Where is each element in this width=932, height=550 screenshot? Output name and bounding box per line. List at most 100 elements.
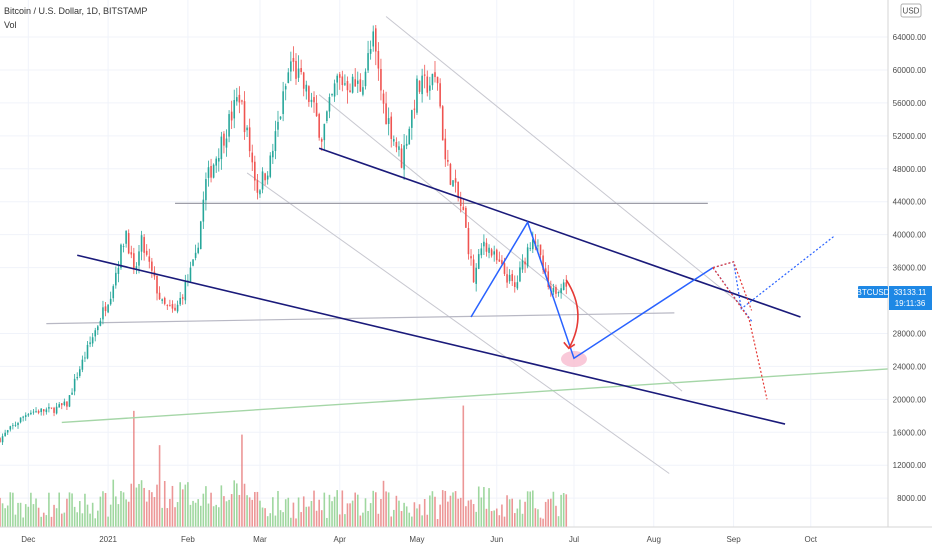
candle-body (272, 150, 274, 158)
volume-bar (40, 516, 42, 527)
volume-bar (32, 504, 35, 527)
candle-body (436, 76, 439, 84)
volume-bar (140, 480, 143, 527)
volume-bar (171, 485, 174, 527)
candle-body (220, 136, 223, 160)
candle-body (393, 139, 395, 142)
volume-bar (53, 504, 55, 527)
volume-bar (485, 508, 488, 527)
volume-bar (259, 500, 261, 527)
volume-bar (313, 490, 315, 527)
candle-body (346, 81, 349, 91)
volume-bar (418, 504, 421, 527)
candle-body (519, 267, 521, 282)
candle-body (529, 247, 532, 249)
volume-bar (115, 496, 117, 527)
volume-bar (228, 499, 230, 527)
candle-body (166, 305, 169, 306)
trendline-descending-2 (318, 94, 683, 392)
price-scale-background[interactable] (888, 0, 932, 527)
candle-body (30, 412, 32, 415)
candle-body (148, 256, 151, 262)
candle-body (555, 287, 557, 294)
candle-body (477, 254, 480, 269)
candle-body (259, 190, 261, 195)
currency-button[interactable]: USD (900, 3, 922, 18)
volume-bar (416, 508, 418, 527)
curved-arrow-head (563, 341, 576, 350)
candle-body (387, 118, 390, 124)
candle-body (562, 282, 565, 291)
time-tick-label: Dec (21, 535, 35, 544)
volume-bar (398, 500, 400, 527)
volume-bar (192, 500, 194, 527)
volume-bar (215, 504, 218, 527)
candle-body (485, 242, 488, 252)
volume-bar (163, 481, 166, 527)
candle-body (42, 409, 45, 412)
candle-body (413, 108, 416, 110)
candle-body (238, 94, 241, 103)
candle-body (179, 297, 181, 305)
volume-bar (207, 503, 210, 527)
candle-body (490, 249, 493, 256)
volume-bar (145, 501, 148, 527)
candle-body (68, 395, 71, 407)
candle-body (565, 282, 568, 287)
candle-body (315, 102, 318, 117)
candle-body (225, 138, 228, 148)
price-tick-label: 52000.00 (893, 132, 927, 141)
volume-bar (254, 492, 256, 527)
volume-bar (341, 490, 344, 527)
volume-bar (532, 490, 534, 527)
candle-body (449, 164, 452, 185)
candle-body (130, 252, 133, 255)
candle-body (547, 271, 550, 288)
candle-body (233, 100, 236, 119)
candle-body (246, 127, 248, 131)
volume-bar (465, 506, 467, 527)
volume-bar (297, 497, 300, 527)
candle-body (403, 145, 405, 170)
candle-body (338, 74, 341, 78)
candle-body (526, 247, 529, 267)
volume-bar (174, 507, 176, 527)
volume-bar (562, 493, 565, 527)
candle-body (513, 282, 516, 287)
candle-body (99, 320, 102, 326)
volume-bar (287, 497, 290, 527)
volume-bar (431, 491, 434, 527)
candle-body (405, 143, 408, 146)
candle-body (22, 416, 24, 418)
candle-body (184, 281, 187, 301)
candle-body (50, 407, 53, 409)
candle-body (475, 267, 477, 284)
trend-drawings-front[interactable] (77, 147, 835, 425)
volume-bar (261, 507, 264, 527)
candle-body (161, 299, 163, 301)
volume-bar (493, 510, 495, 527)
volume-bar (359, 515, 362, 527)
volume-bar (320, 510, 323, 527)
volume-bar (336, 490, 338, 527)
volume-bar (421, 515, 423, 527)
candle-body (416, 78, 418, 113)
candle-body (194, 252, 197, 258)
candle-body (156, 275, 158, 294)
time-tick-label: Feb (181, 535, 195, 544)
volume-bar (462, 405, 465, 527)
price-tick-label: 60000.00 (893, 66, 927, 75)
volume-bar (323, 492, 326, 527)
volume-bar (529, 491, 532, 527)
candle-body (297, 68, 300, 78)
candle-body (228, 114, 230, 137)
volume-bar (524, 501, 526, 527)
trendline-descending-1 (385, 16, 742, 306)
candle-body (243, 101, 246, 133)
candle-body (434, 72, 436, 78)
candle-body (27, 414, 30, 416)
time-tick-label: Aug (647, 535, 661, 544)
volume-bar (475, 511, 477, 527)
volume-bar (346, 503, 349, 527)
